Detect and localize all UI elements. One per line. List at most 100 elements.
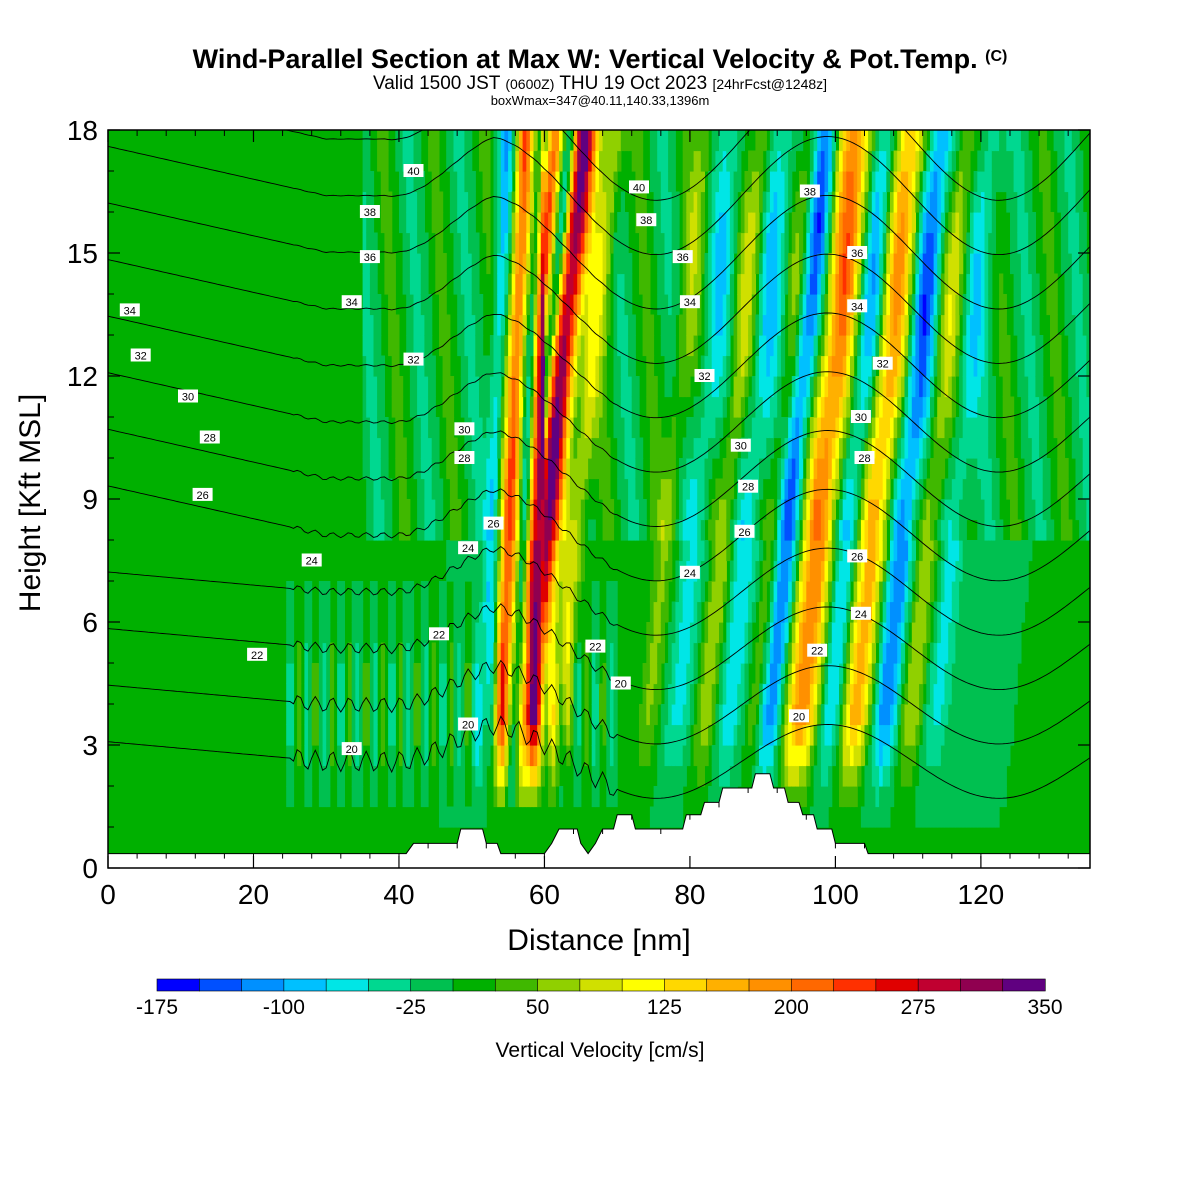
velocity-cell — [719, 478, 724, 500]
velocity-cell — [660, 519, 665, 541]
velocity-cell — [588, 396, 593, 418]
velocity-cell — [857, 663, 862, 685]
velocity-cell — [780, 232, 786, 254]
velocity-cell — [591, 335, 596, 357]
velocity-cell — [668, 663, 673, 685]
velocity-cell — [697, 519, 702, 541]
velocity-cell — [890, 253, 895, 275]
velocity-cell — [951, 437, 956, 459]
velocity-cell — [391, 683, 396, 705]
velocity-cell — [428, 150, 433, 172]
velocity-cell — [795, 376, 800, 398]
velocity-cell — [777, 724, 782, 746]
velocity-cell — [719, 253, 724, 275]
velocity-cell — [660, 191, 665, 213]
velocity-cell — [479, 335, 484, 357]
velocity-cell — [435, 232, 440, 254]
velocity-cell — [409, 355, 415, 377]
velocity-cell — [504, 683, 509, 705]
velocity-cell — [911, 642, 916, 664]
velocity-cell — [689, 601, 695, 623]
velocity-cell — [809, 581, 815, 603]
velocity-cell — [697, 191, 702, 213]
velocity-cell — [686, 150, 691, 172]
velocity-cell — [908, 273, 913, 295]
velocity-cell — [984, 806, 989, 828]
velocity-cell — [460, 663, 465, 685]
velocity-cell — [948, 560, 953, 582]
velocity-cell — [679, 499, 684, 521]
velocity-cell — [930, 294, 935, 316]
velocity-cell — [566, 355, 571, 377]
velocity-cell — [955, 560, 960, 582]
velocity-cell — [809, 150, 815, 172]
velocity-cell — [689, 314, 695, 336]
velocity-cell — [671, 417, 676, 439]
velocity-cell — [420, 273, 425, 295]
velocity-cell — [962, 601, 967, 623]
velocity-cell — [802, 581, 807, 603]
velocity-cell — [384, 171, 389, 193]
velocity-cell — [860, 724, 866, 746]
velocity-cell — [864, 560, 869, 582]
velocity-cell — [1010, 396, 1015, 418]
velocity-cell — [337, 683, 342, 705]
velocity-cell — [359, 601, 364, 623]
velocity-cell — [471, 663, 476, 685]
velocity-cell — [697, 253, 702, 275]
velocity-cell — [479, 765, 484, 787]
velocity-cell — [409, 396, 415, 418]
velocity-cell — [399, 478, 404, 500]
velocity-cell — [468, 294, 473, 316]
velocity-cell — [573, 376, 578, 398]
velocity-cell — [497, 335, 502, 357]
velocity-cell — [489, 478, 495, 500]
velocity-cell — [740, 130, 745, 152]
velocity-cell — [722, 191, 727, 213]
velocity-cell — [948, 765, 953, 787]
velocity-cell — [613, 642, 618, 664]
velocity-cell — [682, 232, 687, 254]
velocity-cell — [951, 273, 956, 295]
velocity-cell — [824, 212, 829, 234]
velocity-cell — [751, 581, 756, 603]
velocity-cell — [715, 560, 720, 582]
velocity-cell — [493, 478, 498, 500]
velocity-cell — [762, 581, 767, 603]
velocity-cell — [577, 171, 582, 193]
velocity-cell — [857, 642, 862, 664]
velocity-cell — [511, 519, 516, 541]
velocity-cell — [671, 663, 676, 685]
velocity-cell — [391, 335, 396, 357]
velocity-cell — [595, 130, 600, 152]
velocity-cell — [471, 355, 476, 377]
velocity-cell — [788, 437, 793, 459]
velocity-cell — [406, 150, 411, 172]
velocity-cell — [580, 437, 585, 459]
velocity-cell — [733, 560, 738, 582]
velocity-cell — [489, 663, 495, 685]
velocity-cell — [893, 314, 898, 336]
velocity-cell — [809, 683, 815, 705]
velocity-cell — [657, 130, 662, 152]
velocity-cell — [486, 253, 491, 275]
velocity-cell — [613, 253, 618, 275]
velocity-cell — [700, 704, 705, 726]
velocity-cell — [475, 560, 480, 582]
velocity-cell — [377, 458, 382, 480]
velocity-cell — [919, 437, 924, 459]
velocity-cell — [479, 355, 484, 377]
velocity-cell — [875, 191, 880, 213]
velocity-cell — [700, 745, 705, 767]
velocity-cell — [962, 130, 967, 152]
velocity-cell — [977, 765, 982, 787]
velocity-cell — [977, 150, 982, 172]
velocity-cell — [959, 417, 964, 439]
velocity-cell — [817, 663, 822, 685]
velocity-cell — [286, 724, 291, 746]
velocity-cell — [562, 232, 567, 254]
velocity-cell — [577, 663, 582, 685]
velocity-cell — [802, 396, 807, 418]
velocity-cell — [850, 786, 855, 808]
velocity-cell — [922, 314, 927, 336]
